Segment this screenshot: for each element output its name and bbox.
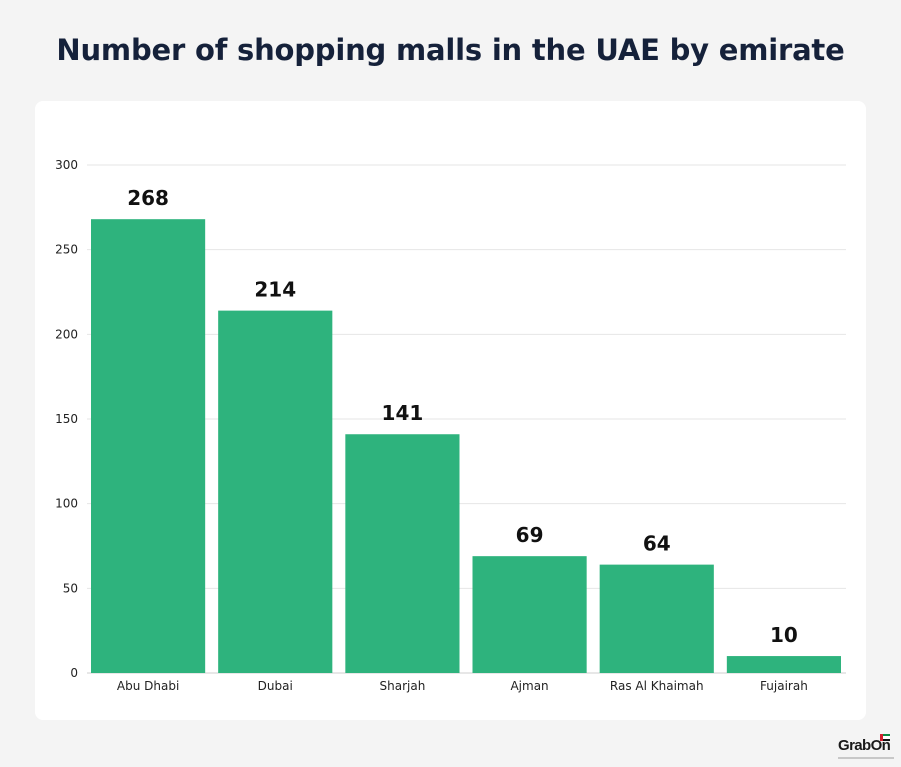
x-tick-label: Fujairah bbox=[760, 679, 808, 693]
y-tick-label: 300 bbox=[55, 158, 78, 172]
logo-tagline bbox=[838, 757, 894, 759]
x-tick-label: Ajman bbox=[510, 679, 548, 693]
bar bbox=[218, 310, 333, 673]
y-tick-label: 50 bbox=[63, 581, 78, 595]
data-label: 10 bbox=[770, 623, 798, 647]
data-label: 69 bbox=[516, 523, 544, 547]
bar bbox=[599, 564, 714, 673]
chart-card: 0 50 100 150 200 250 300 268 Abu Dhabi 214 Dubai 14… bbox=[35, 101, 866, 720]
chart-title: Number of shopping malls in the UAE by e… bbox=[56, 33, 845, 67]
grabon-logo: GrabOn bbox=[838, 733, 896, 763]
uae-flag-icon bbox=[880, 734, 890, 741]
bar bbox=[726, 656, 841, 673]
data-label: 214 bbox=[254, 278, 296, 302]
bar bbox=[91, 219, 206, 673]
bar-chart: 0 50 100 150 200 250 300 268 Abu Dhabi 214 Dubai 14… bbox=[55, 158, 846, 693]
x-tick-label: Sharjah bbox=[380, 679, 426, 693]
bar bbox=[472, 556, 587, 673]
y-tick-label: 200 bbox=[55, 327, 78, 341]
y-tick-label: 100 bbox=[55, 497, 78, 511]
data-label: 64 bbox=[643, 532, 671, 556]
y-tick-label: 0 bbox=[70, 666, 78, 680]
x-tick-label: Dubai bbox=[258, 679, 293, 693]
y-tick-label: 250 bbox=[55, 243, 78, 257]
data-label: 141 bbox=[382, 401, 424, 425]
logo-text: GrabOn bbox=[838, 737, 891, 754]
y-tick-label: 150 bbox=[55, 412, 78, 426]
data-label: 268 bbox=[127, 186, 169, 210]
x-tick-label: Abu Dhabi bbox=[117, 679, 179, 693]
x-tick-label: Ras Al Khaimah bbox=[610, 679, 704, 693]
bar bbox=[345, 434, 460, 673]
